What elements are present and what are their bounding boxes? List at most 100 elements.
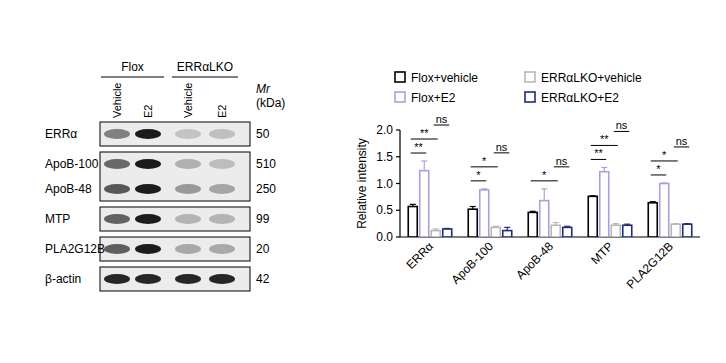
y-tick <box>396 236 400 237</box>
band <box>104 214 130 224</box>
significance: ns <box>494 141 510 153</box>
significance-label: ** <box>420 127 429 139</box>
blot-panel <box>100 122 250 146</box>
significance-label: ** <box>600 133 609 145</box>
error-cap <box>470 206 476 207</box>
error-bar <box>590 195 596 197</box>
significance-label: ns <box>556 155 568 167</box>
bar <box>683 224 692 237</box>
group-label: Flox <box>121 60 144 74</box>
error-cap <box>410 204 416 205</box>
mr-value: 20 <box>256 242 270 256</box>
error-cap <box>444 228 450 229</box>
error-bar <box>601 167 607 171</box>
band <box>135 244 161 254</box>
x-tick-label: ApoB-48 <box>513 239 556 282</box>
row-label: PLA2G12B <box>45 242 105 256</box>
row-label: ApoB-100 <box>45 157 99 171</box>
significance: * <box>531 169 558 181</box>
lane-label: Vehicle <box>111 83 123 118</box>
bars <box>408 161 692 237</box>
row-label: ApoB-48 <box>45 182 92 196</box>
bar <box>420 171 429 237</box>
error-cap <box>684 223 690 224</box>
row-label: ERRα <box>45 127 77 141</box>
y-tick-label: 0.5 <box>376 203 393 217</box>
significance-label: ns <box>676 135 688 147</box>
error-bar <box>421 161 427 171</box>
significance: * <box>651 163 667 175</box>
error-bar <box>481 189 487 190</box>
significance-label: ns <box>616 119 628 131</box>
mr-value: 50 <box>256 127 270 141</box>
y-tick <box>396 183 400 184</box>
significance: * <box>651 149 678 161</box>
error-bar <box>504 227 510 230</box>
error-cap <box>564 226 570 227</box>
group-label: ERRαLKO <box>177 60 233 74</box>
significance: ** <box>591 147 607 159</box>
legend: Flox+vehicleFlox+E2ERRαLKO+vehicleERRαLK… <box>395 71 642 105</box>
bar <box>611 225 620 237</box>
error-cap <box>433 228 439 229</box>
mr-header: Mr <box>256 82 271 96</box>
legend-swatch <box>395 72 405 82</box>
x-tick-label: ApoB-100 <box>448 239 496 287</box>
error-line <box>544 189 545 201</box>
error-line <box>604 167 605 171</box>
band <box>175 184 201 194</box>
lane-label: E2 <box>142 105 154 118</box>
significance-label: * <box>662 149 667 161</box>
bar-chart: 0.00.51.01.52.0Relative intensityERRαApo… <box>355 71 700 292</box>
bar <box>528 212 537 237</box>
bar <box>491 227 500 237</box>
error-cap <box>530 211 536 212</box>
band <box>209 129 235 139</box>
band <box>104 184 130 194</box>
legend-label: ERRαLKO+vehicle <box>541 71 642 85</box>
error-line <box>424 161 425 171</box>
band <box>135 274 161 284</box>
western-blot: FloxVehicleE2ERRαLKOVehicleE2Mr(kDa)ERRα… <box>45 60 285 291</box>
group-line <box>172 77 238 78</box>
band <box>209 214 235 224</box>
y-tick-label: 2.0 <box>376 123 393 137</box>
legend-label: ERRαLKO+E2 <box>541 91 619 105</box>
band <box>175 159 201 169</box>
error-cap <box>661 182 667 183</box>
mr-unit: (kDa) <box>256 96 285 110</box>
error-bar <box>530 211 536 212</box>
significance: * <box>471 155 498 167</box>
band <box>209 274 235 284</box>
y-axis-label: Relative intensity <box>355 138 369 229</box>
bar <box>660 184 669 238</box>
bar <box>623 225 632 237</box>
legend-label: Flox+E2 <box>411 91 456 105</box>
x-tick-label: MTP <box>588 239 616 267</box>
band <box>175 214 201 224</box>
bar <box>443 229 452 237</box>
error-cap <box>624 224 630 225</box>
bar <box>503 231 512 237</box>
y-tick <box>396 129 400 130</box>
bar <box>480 190 489 237</box>
mr-value: 510 <box>256 157 276 171</box>
figure: FloxVehicleE2ERRαLKOVehicleE2Mr(kDa)ERRα… <box>0 0 726 363</box>
significance: ** <box>411 127 438 139</box>
mr-value: 42 <box>256 272 270 286</box>
y-tick <box>396 210 400 211</box>
lane-label: Vehicle <box>182 83 194 118</box>
error-cap <box>493 226 499 227</box>
band <box>104 159 130 169</box>
error-bar <box>444 228 450 230</box>
significance-label: * <box>476 169 481 181</box>
error-cap <box>504 227 510 228</box>
band <box>209 159 235 169</box>
y-tick-label: 1.5 <box>376 150 393 164</box>
error-bar <box>433 229 439 231</box>
bar <box>540 201 549 237</box>
legend-swatch <box>525 92 535 102</box>
band <box>104 129 130 139</box>
error-bar <box>684 223 690 225</box>
legend-swatch <box>395 92 405 102</box>
